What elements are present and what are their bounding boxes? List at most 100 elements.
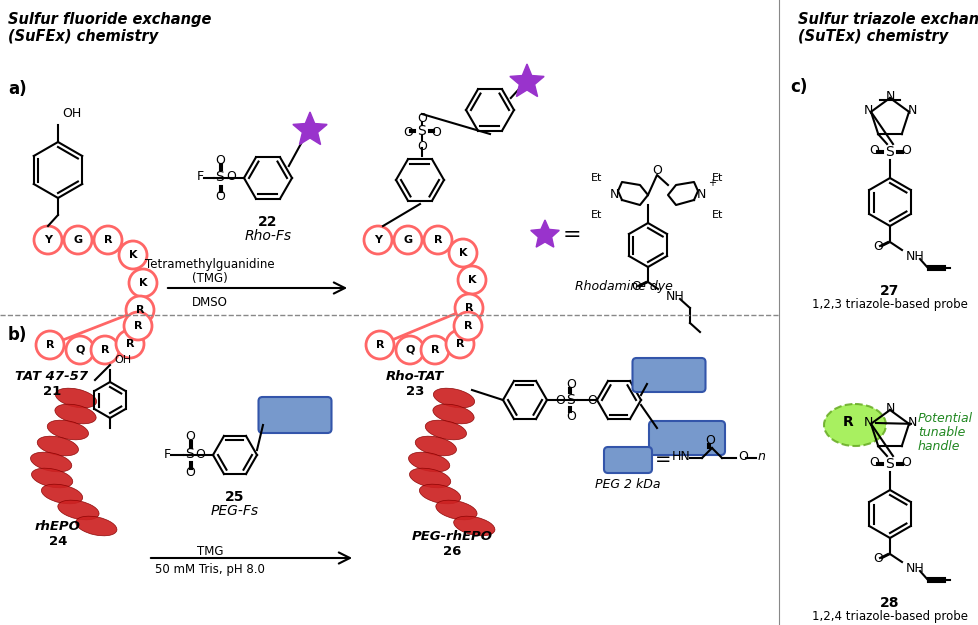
Circle shape bbox=[94, 226, 122, 254]
Text: O: O bbox=[215, 154, 225, 166]
Polygon shape bbox=[530, 220, 558, 247]
Text: Et: Et bbox=[591, 210, 602, 220]
Text: O: O bbox=[565, 378, 575, 391]
Text: 26: 26 bbox=[442, 545, 461, 558]
Text: N: N bbox=[695, 189, 705, 201]
Text: R: R bbox=[842, 415, 853, 429]
Text: Y: Y bbox=[374, 235, 381, 245]
Text: O: O bbox=[868, 456, 878, 469]
Text: DMSO: DMSO bbox=[192, 296, 228, 309]
Text: tunable: tunable bbox=[917, 426, 964, 439]
Ellipse shape bbox=[823, 404, 885, 446]
Circle shape bbox=[455, 294, 482, 322]
Text: 21: 21 bbox=[43, 385, 61, 398]
Text: O: O bbox=[417, 111, 426, 124]
Ellipse shape bbox=[30, 452, 71, 472]
Circle shape bbox=[119, 241, 147, 269]
Text: R: R bbox=[465, 303, 472, 313]
Ellipse shape bbox=[56, 388, 97, 408]
Text: Rhodamine dye: Rhodamine dye bbox=[574, 280, 672, 293]
Text: n: n bbox=[757, 449, 765, 462]
Text: Rho-TAT: Rho-TAT bbox=[385, 370, 444, 383]
Text: R: R bbox=[430, 345, 439, 355]
Ellipse shape bbox=[55, 404, 96, 424]
Text: 23: 23 bbox=[406, 385, 423, 398]
Text: F: F bbox=[197, 171, 203, 184]
Text: c): c) bbox=[789, 78, 807, 96]
Text: S: S bbox=[566, 393, 575, 407]
Circle shape bbox=[66, 336, 94, 364]
Text: NH: NH bbox=[665, 291, 684, 304]
Circle shape bbox=[393, 226, 422, 254]
Text: Tetramethylguanidine: Tetramethylguanidine bbox=[145, 258, 275, 271]
Text: TMG: TMG bbox=[197, 545, 223, 558]
Circle shape bbox=[458, 266, 485, 294]
Text: O: O bbox=[430, 126, 440, 139]
Text: R: R bbox=[46, 340, 54, 350]
Circle shape bbox=[364, 226, 391, 254]
Text: O: O bbox=[565, 409, 575, 422]
Text: TAT 47-57: TAT 47-57 bbox=[16, 370, 88, 383]
Text: O: O bbox=[872, 239, 882, 252]
Text: O: O bbox=[555, 394, 564, 406]
Text: R: R bbox=[464, 321, 471, 331]
Text: Potential: Potential bbox=[917, 411, 972, 424]
Circle shape bbox=[36, 331, 64, 359]
Text: OH: OH bbox=[62, 107, 81, 120]
Text: R: R bbox=[136, 305, 144, 315]
Text: O: O bbox=[185, 466, 195, 479]
Text: O: O bbox=[417, 139, 426, 152]
Text: 27: 27 bbox=[879, 284, 899, 298]
Text: O: O bbox=[215, 189, 225, 202]
Text: Sulfur triazole exchange
(SuTEx) chemistry: Sulfur triazole exchange (SuTEx) chemist… bbox=[797, 12, 978, 44]
Text: O: O bbox=[185, 431, 195, 444]
Text: O: O bbox=[651, 164, 661, 176]
Text: K: K bbox=[459, 248, 467, 258]
Text: S: S bbox=[885, 457, 894, 471]
Text: S: S bbox=[186, 447, 195, 461]
Text: OH: OH bbox=[113, 355, 131, 365]
Text: (TMG): (TMG) bbox=[192, 272, 228, 285]
Circle shape bbox=[34, 226, 62, 254]
Circle shape bbox=[446, 330, 473, 358]
Text: S: S bbox=[885, 145, 894, 159]
Text: O: O bbox=[737, 449, 747, 462]
Text: O: O bbox=[195, 448, 204, 461]
Text: O: O bbox=[587, 394, 597, 406]
Ellipse shape bbox=[58, 500, 99, 520]
Ellipse shape bbox=[432, 404, 473, 424]
Text: G: G bbox=[73, 235, 82, 245]
Circle shape bbox=[423, 226, 452, 254]
Text: N: N bbox=[884, 401, 894, 414]
Text: +: + bbox=[707, 178, 715, 188]
Circle shape bbox=[421, 336, 449, 364]
Text: Y: Y bbox=[44, 235, 52, 245]
Circle shape bbox=[454, 312, 481, 340]
Polygon shape bbox=[510, 64, 544, 96]
Text: R: R bbox=[125, 339, 134, 349]
Text: N: N bbox=[608, 189, 618, 201]
Circle shape bbox=[64, 226, 92, 254]
Text: R: R bbox=[433, 235, 442, 245]
Text: S: S bbox=[418, 124, 426, 138]
Text: O: O bbox=[868, 144, 878, 156]
Circle shape bbox=[395, 336, 423, 364]
Circle shape bbox=[115, 330, 144, 358]
Text: O: O bbox=[872, 551, 882, 564]
Ellipse shape bbox=[419, 484, 461, 504]
Text: Q: Q bbox=[75, 345, 85, 355]
Text: PEG 2 kDa: PEG 2 kDa bbox=[595, 478, 660, 491]
Text: F: F bbox=[163, 448, 171, 461]
Ellipse shape bbox=[453, 516, 495, 536]
Text: handle: handle bbox=[917, 439, 959, 452]
Text: O: O bbox=[631, 281, 641, 294]
Circle shape bbox=[126, 296, 154, 324]
Ellipse shape bbox=[41, 484, 82, 504]
Text: R: R bbox=[134, 321, 142, 331]
FancyBboxPatch shape bbox=[632, 358, 705, 392]
Text: rhEPO: rhEPO bbox=[35, 520, 81, 533]
Text: N: N bbox=[884, 89, 894, 102]
Text: NH: NH bbox=[905, 561, 924, 574]
Ellipse shape bbox=[424, 420, 467, 440]
Text: Sulfur fluoride exchange
(SuFEx) chemistry: Sulfur fluoride exchange (SuFEx) chemist… bbox=[8, 12, 211, 44]
